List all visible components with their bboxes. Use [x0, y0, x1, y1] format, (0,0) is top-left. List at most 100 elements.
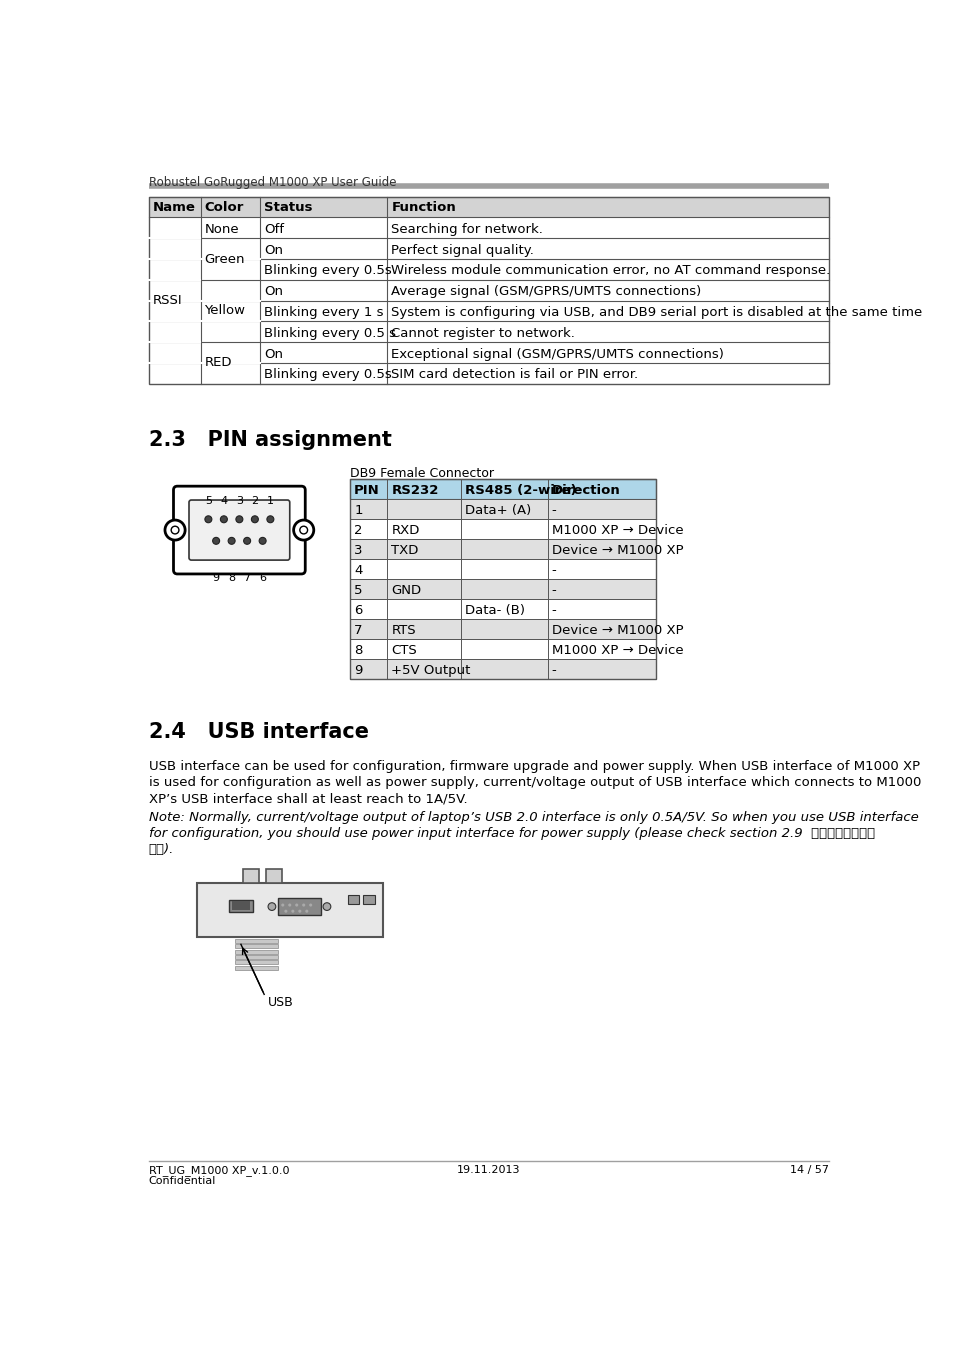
- Text: 2: 2: [251, 497, 258, 506]
- Bar: [149, 217, 828, 238]
- Text: 2.3   PIN assignment: 2.3 PIN assignment: [149, 429, 391, 450]
- Text: 7: 7: [243, 574, 251, 583]
- Bar: [235, 944, 278, 948]
- Text: 6: 6: [259, 574, 266, 583]
- Text: Green: Green: [204, 252, 245, 266]
- Bar: [235, 954, 278, 958]
- Text: 2: 2: [354, 524, 362, 537]
- Circle shape: [171, 526, 179, 533]
- Bar: [235, 960, 278, 964]
- Circle shape: [294, 520, 314, 540]
- Circle shape: [299, 526, 307, 533]
- Text: is used for configuration as well as power supply, current/voltage output of USB: is used for configuration as well as pow…: [149, 776, 920, 790]
- Circle shape: [205, 516, 212, 522]
- Text: -: -: [551, 603, 556, 617]
- FancyBboxPatch shape: [189, 500, 290, 560]
- Bar: [235, 965, 278, 969]
- Text: RT_UG_M1000 XP_v.1.0.0: RT_UG_M1000 XP_v.1.0.0: [149, 1165, 289, 1176]
- Circle shape: [259, 537, 266, 544]
- Text: Wireless module communication error, no AT command response.: Wireless module communication error, no …: [391, 265, 830, 277]
- Text: 3: 3: [235, 497, 243, 506]
- Bar: [348, 895, 359, 905]
- Text: SIM card detection is fail or PIN error.: SIM card detection is fail or PIN error.: [391, 369, 638, 381]
- Text: -: -: [551, 585, 556, 597]
- Text: Yellow: Yellow: [204, 305, 245, 317]
- Bar: [149, 321, 828, 342]
- Text: Device → M1000 XP: Device → M1000 XP: [551, 624, 682, 637]
- Bar: [350, 500, 656, 520]
- Text: 19.11.2013: 19.11.2013: [456, 1165, 520, 1176]
- Text: 9: 9: [354, 664, 362, 678]
- Text: Status: Status: [264, 201, 313, 215]
- Text: RXD: RXD: [391, 524, 419, 537]
- Text: 7: 7: [354, 624, 362, 637]
- Text: RTS: RTS: [391, 624, 416, 637]
- Text: USB interface can be used for configuration, firmware upgrade and power supply. : USB interface can be used for configurat…: [149, 760, 919, 774]
- Bar: [243, 869, 258, 883]
- Bar: [350, 479, 656, 679]
- Bar: [363, 895, 375, 905]
- Bar: [350, 659, 656, 679]
- Text: Device → M1000 XP: Device → M1000 XP: [551, 544, 682, 558]
- Text: Direction: Direction: [551, 483, 619, 497]
- Text: Blinking every 0.5s: Blinking every 0.5s: [264, 369, 392, 381]
- Bar: [350, 520, 656, 539]
- Circle shape: [323, 903, 331, 910]
- Bar: [149, 342, 828, 363]
- Text: Confidential: Confidential: [149, 1176, 215, 1187]
- Text: 8: 8: [228, 574, 235, 583]
- Circle shape: [294, 903, 298, 907]
- Bar: [350, 620, 656, 640]
- Bar: [350, 559, 656, 579]
- Text: 源。).: 源。).: [149, 844, 173, 856]
- Text: Blinking every 1 s: Blinking every 1 s: [264, 306, 383, 319]
- Circle shape: [298, 910, 301, 913]
- Text: Data- (B): Data- (B): [464, 603, 524, 617]
- Circle shape: [309, 903, 312, 907]
- Text: for configuration, you should use power input interface for power supply (please: for configuration, you should use power …: [149, 828, 874, 840]
- Text: -: -: [551, 504, 556, 517]
- Bar: [350, 640, 656, 659]
- Bar: [235, 940, 278, 942]
- Text: 2.4   USB interface: 2.4 USB interface: [149, 722, 368, 741]
- Text: RS485 (2-wire): RS485 (2-wire): [464, 483, 576, 497]
- Text: Off: Off: [264, 223, 284, 236]
- Text: Blinking every 0.5s: Blinking every 0.5s: [264, 265, 392, 277]
- Text: Cannot register to network.: Cannot register to network.: [391, 327, 575, 340]
- Circle shape: [305, 910, 308, 913]
- Bar: [149, 197, 828, 383]
- Text: 1: 1: [267, 497, 274, 506]
- Text: Robustel GoRugged M1000 XP User Guide: Robustel GoRugged M1000 XP User Guide: [149, 176, 395, 189]
- Text: M1000 XP → Device: M1000 XP → Device: [551, 644, 682, 657]
- Text: 9: 9: [213, 574, 219, 583]
- Bar: [232, 902, 250, 910]
- Bar: [149, 363, 828, 383]
- Circle shape: [235, 516, 243, 522]
- Text: +5V Output: +5V Output: [391, 664, 470, 678]
- Bar: [149, 279, 828, 301]
- Circle shape: [220, 516, 227, 522]
- Text: System is configuring via USB, and DB9 serial port is disabled at the same time: System is configuring via USB, and DB9 s…: [391, 306, 922, 319]
- Text: DB9 Female Connector: DB9 Female Connector: [350, 467, 494, 479]
- Text: 4: 4: [220, 497, 227, 506]
- Text: Blinking every 0.5 s: Blinking every 0.5 s: [264, 327, 395, 340]
- Text: 3: 3: [354, 544, 362, 558]
- Circle shape: [268, 903, 275, 910]
- Circle shape: [288, 903, 291, 907]
- Circle shape: [213, 537, 219, 544]
- Circle shape: [243, 537, 251, 544]
- Text: Note: Normally, current/voltage output of laptop’s USB 2.0 interface is only 0.5: Note: Normally, current/voltage output o…: [149, 811, 918, 824]
- Text: 5: 5: [354, 585, 362, 597]
- Text: -: -: [551, 564, 556, 576]
- Text: Function: Function: [391, 201, 456, 215]
- Text: USB: USB: [268, 996, 294, 1008]
- Text: TXD: TXD: [391, 544, 418, 558]
- Text: Perfect signal quality.: Perfect signal quality.: [391, 243, 534, 256]
- FancyBboxPatch shape: [173, 486, 305, 574]
- Bar: [350, 539, 656, 559]
- Text: Name: Name: [152, 201, 195, 215]
- Bar: [149, 197, 828, 217]
- Text: CTS: CTS: [391, 644, 416, 657]
- Bar: [350, 579, 656, 599]
- Text: On: On: [264, 285, 283, 298]
